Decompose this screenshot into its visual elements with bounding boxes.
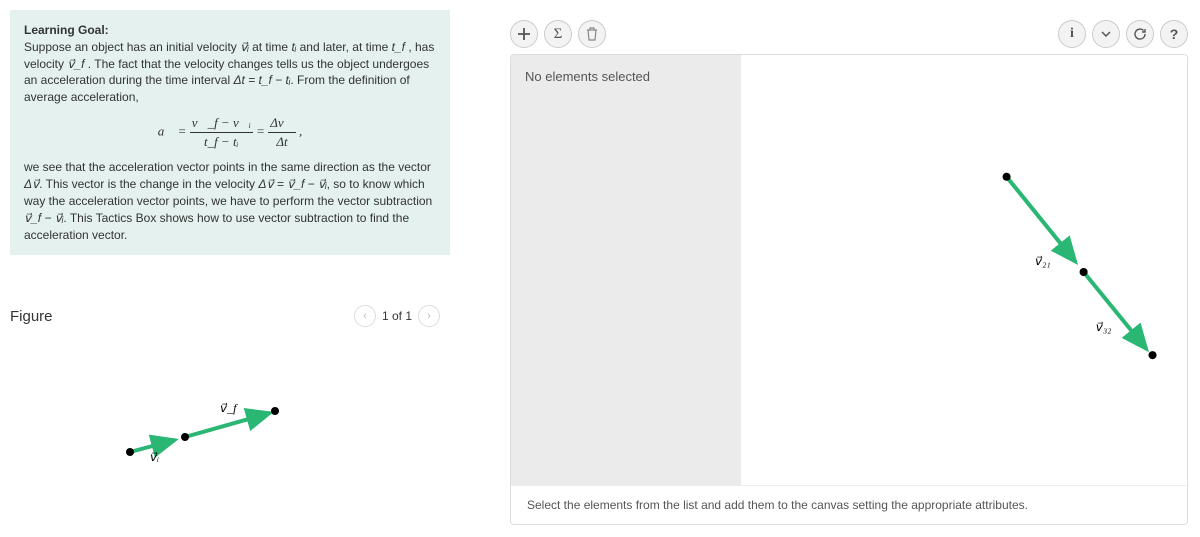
figure-canvas: v⃗ᵢ v⃗_f: [10, 357, 450, 477]
refresh-button[interactable]: [1126, 20, 1154, 48]
help-icon: ?: [1170, 26, 1179, 42]
learning-goal-box: Learning Goal: Suppose an object has an …: [10, 10, 450, 255]
svg-text:v⃗_f: v⃗_f: [220, 401, 238, 415]
workspace-sidebar: No elements selected: [511, 55, 741, 485]
info-icon: i: [1070, 26, 1074, 42]
dropdown-button[interactable]: [1092, 20, 1120, 48]
v32-label: v⃗₃₂: [1096, 320, 1112, 334]
workspace-canvas[interactable]: v⃗₂₁ v⃗₃₂: [741, 55, 1187, 485]
plus-icon: [517, 27, 531, 41]
sidebar-status-text: No elements selected: [525, 69, 650, 84]
v21-label: v⃗₂₁: [1035, 254, 1051, 268]
chevron-down-icon: [1101, 29, 1111, 39]
refresh-icon: [1133, 27, 1147, 41]
info-button[interactable]: i: [1058, 20, 1086, 48]
sum-button[interactable]: Σ: [544, 20, 572, 48]
next-figure-button[interactable]: ›: [418, 305, 440, 327]
svg-text:v⃗ᵢ: v⃗ᵢ: [150, 450, 159, 464]
trash-icon: [586, 27, 598, 41]
learning-goal-title: Learning Goal:: [24, 23, 109, 37]
delete-button[interactable]: [578, 20, 606, 48]
workspace-instructions: Select the elements from the list and ad…: [511, 485, 1187, 524]
figure-pager: ‹ 1 of 1 ›: [354, 305, 440, 327]
add-button[interactable]: [510, 20, 538, 48]
workspace-toolbar: Σ i ?: [510, 20, 1188, 54]
learning-text-2: we see that the acceleration vector poin…: [24, 160, 432, 241]
figure-title: Figure: [10, 308, 53, 325]
prev-figure-button[interactable]: ‹: [354, 305, 376, 327]
figure-page-indicator: 1 of 1: [382, 309, 412, 323]
vector-workspace: No elements selected v⃗₂₁: [510, 54, 1188, 525]
help-button[interactable]: ?: [1160, 20, 1188, 48]
learning-text: Suppose an object has an initial velocit…: [24, 40, 434, 104]
sigma-icon: Σ: [554, 26, 563, 43]
acceleration-equation: a⃗ = v⃗_f − v⃗ᵢt_f − tᵢ = Δv⃗Δt ,: [24, 106, 436, 159]
